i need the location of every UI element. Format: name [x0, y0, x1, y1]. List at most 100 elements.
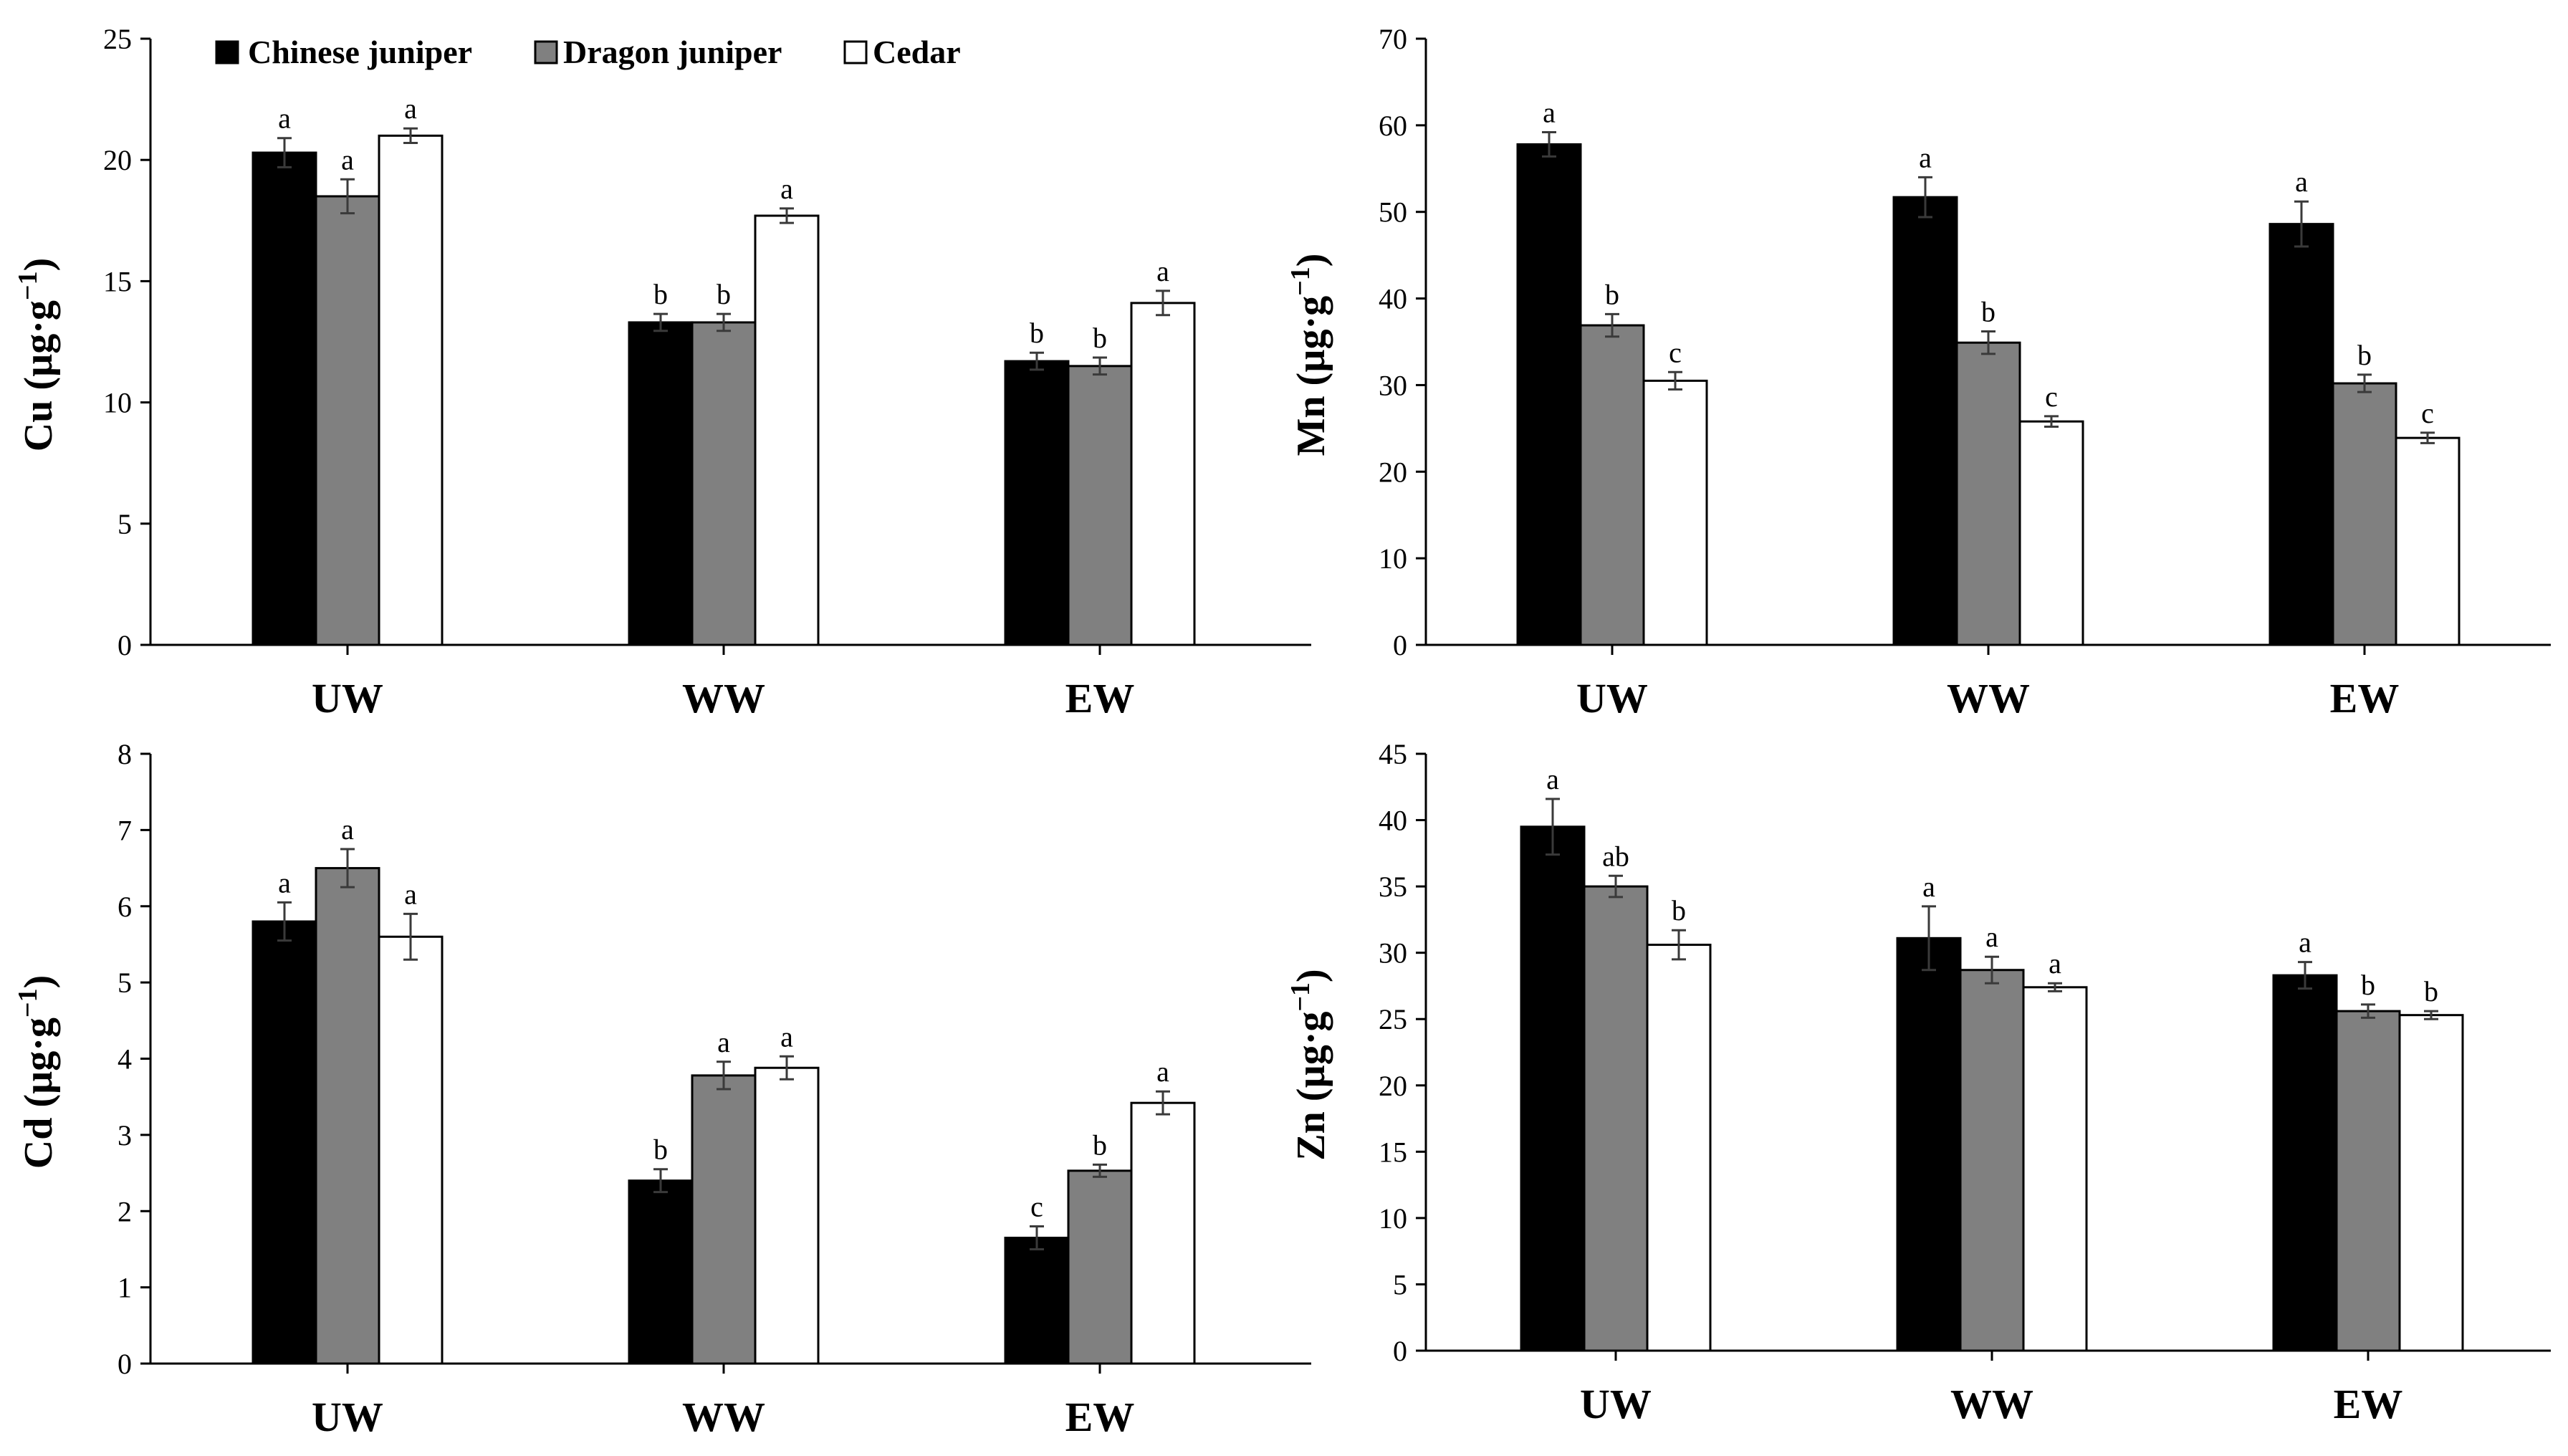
- significance-letter: a: [404, 878, 417, 910]
- category-label: UW: [312, 1394, 383, 1440]
- significance-letter: c: [2421, 397, 2434, 429]
- bar-cedar: [754, 214, 820, 646]
- y-tick-label: 10: [103, 387, 132, 419]
- significance-letter: a: [2299, 926, 2311, 959]
- bar-chinese-juniper: [1520, 825, 1586, 1352]
- category-label: UW: [1580, 1381, 1652, 1427]
- y-tick-label: 40: [1379, 283, 1407, 315]
- category-label: UW: [1576, 675, 1648, 722]
- significance-letter: b: [1093, 322, 1107, 354]
- significance-letter: b: [2361, 969, 2375, 1001]
- significance-letter: b: [653, 1134, 668, 1166]
- bar-dragon-juniper: [1959, 969, 2025, 1352]
- bar-cedar: [1130, 1101, 1196, 1365]
- category-label: WW: [682, 1394, 765, 1440]
- y-tick-label: 0: [1393, 1335, 1407, 1367]
- chart-cd: 0 1 2 3 4 5 6 7 8 UW WW EW a b c a a b a a a Cd (µg·g−1): [13, 738, 1311, 1440]
- y-tick-label: 6: [118, 891, 132, 923]
- y-tick-label: 30: [1379, 369, 1407, 401]
- y-tick-label: 5: [1393, 1268, 1407, 1301]
- significance-letter: a: [1543, 97, 1556, 129]
- y-tick-label: 0: [118, 1348, 132, 1380]
- y-tick-label: 7: [118, 814, 132, 846]
- y-tick-label: 25: [103, 23, 132, 55]
- legend-label: Dragon juniper: [563, 34, 782, 70]
- category-label: EW: [2334, 1381, 2403, 1427]
- significance-letter: b: [1605, 278, 1619, 310]
- bar-chinese-juniper: [1516, 143, 1582, 646]
- significance-letter: b: [2357, 339, 2372, 371]
- legend-swatch-dragon-juniper: [534, 40, 558, 64]
- bar-chinese-juniper: [251, 920, 317, 1365]
- y-tick-label: 5: [118, 967, 132, 999]
- y-tick-label: 10: [1379, 542, 1407, 575]
- significance-letter: a: [278, 866, 291, 899]
- bar-dragon-juniper: [315, 195, 380, 646]
- legend-swatch-chinese-juniper: [215, 40, 239, 64]
- significance-letter: ab: [1602, 840, 1629, 872]
- significance-letter: a: [1922, 871, 1935, 903]
- category-label: EW: [2330, 675, 2400, 722]
- bar-dragon-juniper: [1583, 885, 1649, 1352]
- bar-cedar: [2022, 986, 2088, 1352]
- bar-cedar: [2398, 1014, 2464, 1352]
- bar-cedar: [378, 134, 444, 646]
- significance-letter: b: [717, 278, 731, 310]
- y-tick-label: 3: [118, 1119, 132, 1151]
- significance-letter: b: [1981, 295, 1996, 327]
- bar-chinese-juniper: [251, 151, 317, 646]
- y-tick-label: 40: [1379, 805, 1407, 837]
- bar-chinese-juniper: [2268, 223, 2334, 646]
- category-label: EW: [1065, 675, 1135, 722]
- significance-letter: a: [404, 92, 417, 125]
- bar-dragon-juniper: [1067, 365, 1133, 646]
- y-tick-label: 60: [1379, 110, 1407, 142]
- significance-letter: a: [341, 813, 354, 846]
- y-tick-label: 20: [103, 144, 132, 176]
- bar-chinese-juniper: [1896, 937, 1962, 1352]
- significance-letter: a: [1156, 1055, 1169, 1088]
- significance-letter: b: [1030, 317, 1044, 349]
- bar-dragon-juniper: [2335, 1010, 2401, 1352]
- significance-letter: a: [1985, 921, 1998, 953]
- bar-dragon-juniper: [315, 867, 380, 1365]
- significance-letter: a: [1546, 763, 1559, 795]
- chart-mn: 0 10 20 30 40 50 60 70 UW WW EW a a a b b b c c c Mn (µg·g−1…: [1285, 23, 2551, 722]
- y-tick-label: 35: [1379, 871, 1407, 903]
- legend: Chinese juniper Dragon juniper Cedar: [215, 34, 961, 70]
- legend-label: Cedar: [873, 34, 961, 70]
- significance-letter: a: [1919, 141, 1932, 173]
- y-tick-label: 5: [118, 508, 132, 540]
- bar-dragon-juniper: [1579, 324, 1645, 646]
- category-label: WW: [682, 675, 765, 722]
- bar-dragon-juniper: [691, 321, 757, 646]
- significance-letter: a: [717, 1026, 730, 1058]
- y-tick-label: 20: [1379, 1070, 1407, 1102]
- significance-letter: b: [1093, 1129, 1107, 1161]
- y-axis-title: Zn (µg·g−1): [1285, 969, 1333, 1160]
- bar-cedar: [1646, 944, 1712, 1352]
- y-tick-label: 8: [118, 738, 132, 770]
- bar-dragon-juniper: [691, 1074, 757, 1365]
- y-tick-label: 30: [1379, 937, 1407, 969]
- significance-letter: a: [780, 1020, 793, 1053]
- bar-cedar: [1642, 379, 1708, 646]
- category-label: WW: [1950, 1381, 2033, 1427]
- significance-letter: a: [2049, 947, 2061, 980]
- bar-dragon-juniper: [1955, 341, 2021, 646]
- bar-chinese-juniper: [2272, 974, 2338, 1352]
- significance-letter: b: [2424, 975, 2438, 1007]
- bar-dragon-juniper: [2332, 382, 2397, 646]
- y-tick-label: 1: [118, 1272, 132, 1304]
- y-tick-label: 15: [1379, 1136, 1407, 1168]
- bar-cedar: [2018, 420, 2084, 646]
- bar-cedar: [2395, 436, 2461, 646]
- y-tick-label: 50: [1379, 196, 1407, 229]
- y-axis-title: Cd (µg·g−1): [13, 975, 61, 1169]
- significance-letter: c: [2045, 380, 2058, 413]
- y-axis-title: Mn (µg·g−1): [1285, 254, 1333, 456]
- y-tick-label: 0: [118, 629, 132, 661]
